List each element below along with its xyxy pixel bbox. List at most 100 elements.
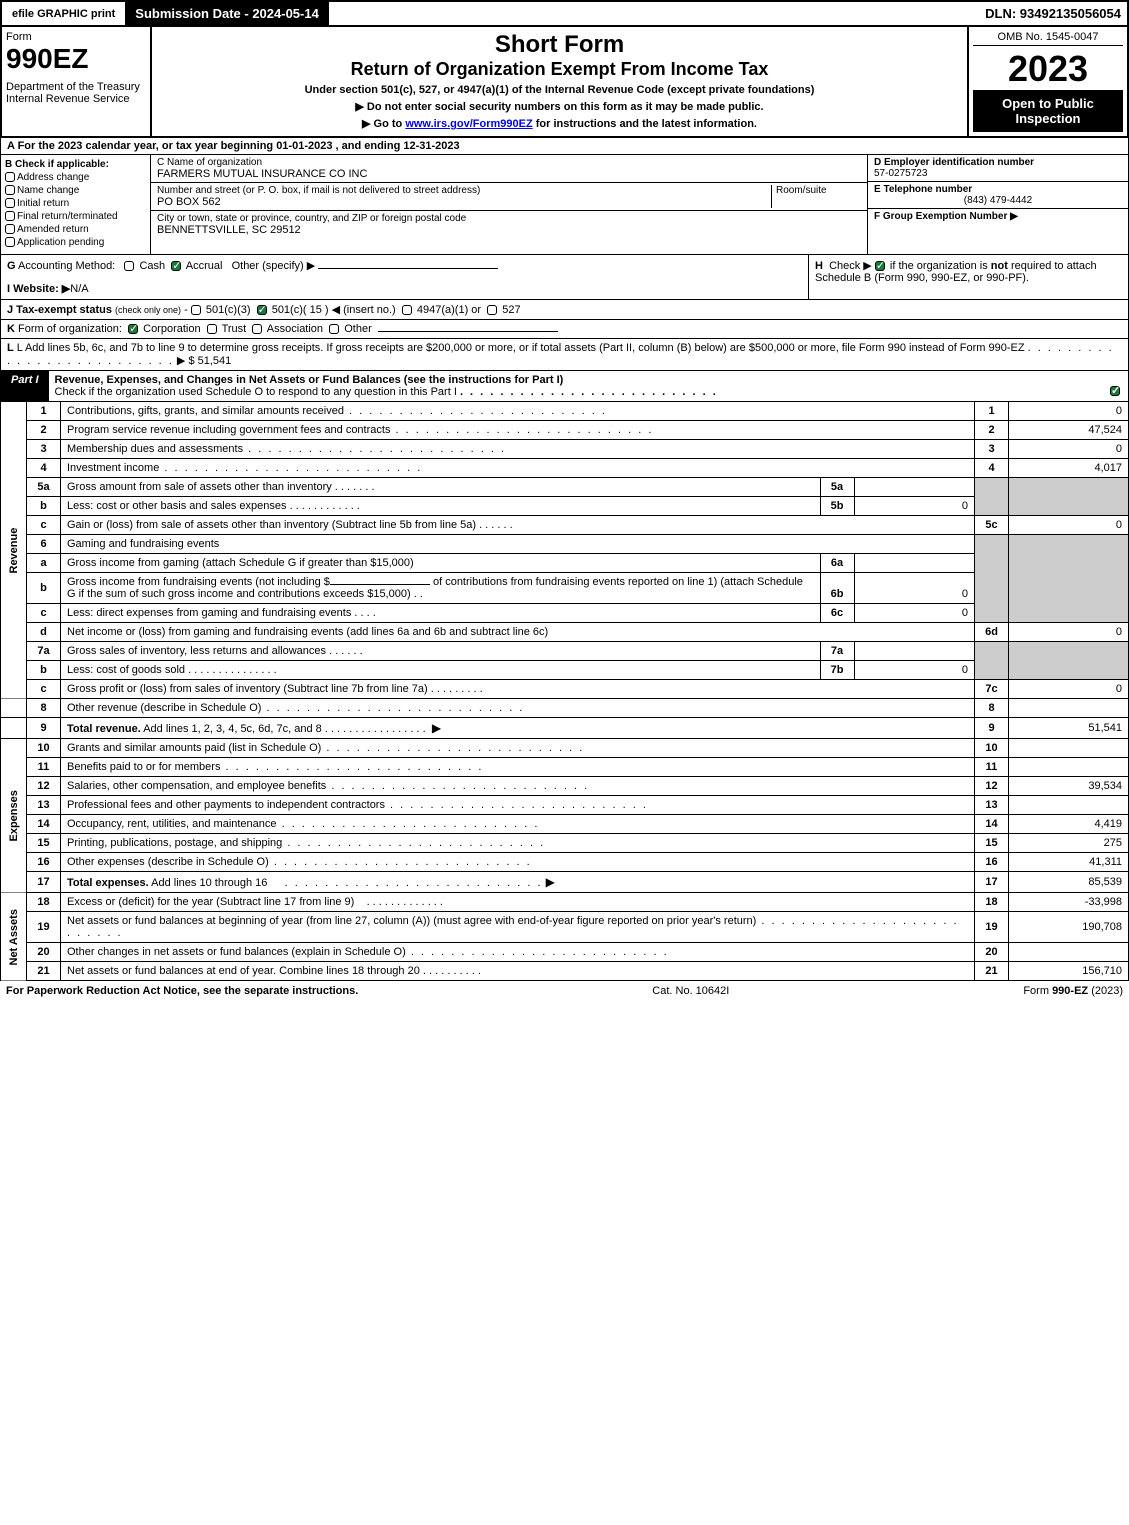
l6d-text: Net income or (loss) from gaming and fun… <box>61 623 975 642</box>
l13-amt <box>1009 796 1129 815</box>
l11-amt <box>1009 758 1129 777</box>
l2-amt: 47,524 <box>1009 421 1129 440</box>
l16-text: Other expenses (describe in Schedule O) <box>61 853 975 872</box>
l21-amt: 156,710 <box>1009 962 1129 981</box>
title-main: Return of Organization Exempt From Incom… <box>156 59 963 80</box>
submission-date: Submission Date - 2024-05-14 <box>125 2 329 25</box>
l4-amt: 4,017 <box>1009 459 1129 478</box>
l11-text: Benefits paid to or for members <box>61 758 975 777</box>
l13-text: Professional fees and other payments to … <box>61 796 975 815</box>
l6-text: Gaming and fundraising events <box>61 535 975 554</box>
dln: DLN: 93492135056054 <box>985 6 1127 21</box>
l10-text: Grants and similar amounts paid (list in… <box>61 739 975 758</box>
part1-tag: Part I <box>1 371 49 401</box>
l19-text: Net assets or fund balances at beginning… <box>61 912 975 943</box>
l6b-text: Gross income from fundraising events (no… <box>61 573 820 603</box>
l4-text: Investment income <box>61 459 975 478</box>
chk-pending[interactable]: Application pending <box>5 237 146 248</box>
l14-text: Occupancy, rent, utilities, and maintena… <box>61 815 975 834</box>
sidebar-netassets: Net Assets <box>1 893 27 981</box>
chk-initial[interactable]: Initial return <box>5 198 146 209</box>
tax-year: 2023 <box>973 48 1123 90</box>
chk-assoc[interactable] <box>252 324 262 334</box>
l1-text: Contributions, gifts, grants, and simila… <box>61 402 975 421</box>
l7a-text: Gross sales of inventory, less returns a… <box>61 642 820 660</box>
chk-other[interactable] <box>329 324 339 334</box>
chk-501c3[interactable] <box>191 305 201 315</box>
l6c-amt: 0 <box>854 604 974 622</box>
l7b-amt: 0 <box>854 661 974 679</box>
chk-final[interactable]: Final return/terminated <box>5 211 146 222</box>
chk-4947[interactable] <box>402 305 412 315</box>
note-ssn: ▶ Do not enter social security numbers o… <box>156 100 963 113</box>
b-label: B Check if applicable: <box>5 159 146 170</box>
ein: 57-0275723 <box>874 168 1122 179</box>
line-a: A For the 2023 calendar year, or tax yea… <box>0 138 1129 155</box>
footer-right: Form 990-EZ (2023) <box>1023 985 1123 997</box>
line-k: K Form of organization: Corporation Trus… <box>0 320 1129 339</box>
top-left: efile GRAPHIC print Submission Date - 20… <box>2 2 329 25</box>
l5b-text: Less: cost or other basis and sales expe… <box>61 497 820 515</box>
chk-sched-b[interactable] <box>875 261 885 271</box>
l5c-amt: 0 <box>1009 516 1129 535</box>
website: N/A <box>70 283 88 295</box>
irs-link[interactable]: www.irs.gov/Form990EZ <box>405 118 532 130</box>
section-bcdef: B Check if applicable: Address change Na… <box>0 155 1129 255</box>
col-c: C Name of organization FARMERS MUTUAL IN… <box>151 155 868 254</box>
header-left: Form 990EZ Department of the Treasury In… <box>2 27 152 136</box>
chk-name[interactable]: Name change <box>5 185 146 196</box>
l9-amt: 51,541 <box>1009 718 1129 739</box>
footer-left: For Paperwork Reduction Act Notice, see … <box>6 985 358 997</box>
omb-number: OMB No. 1545-0047 <box>973 31 1123 46</box>
chk-sched-o[interactable] <box>1110 386 1120 396</box>
l20-amt <box>1009 943 1129 962</box>
l1-amt: 0 <box>1009 402 1129 421</box>
phone: (843) 479-4442 <box>874 195 1122 206</box>
sidebar-revenue: Revenue <box>1 402 27 699</box>
l6b-amt: 0 <box>854 573 974 603</box>
title-short-form: Short Form <box>156 31 963 59</box>
l5c-text: Gain or (loss) from sale of assets other… <box>61 516 975 535</box>
chk-accrual[interactable] <box>171 261 181 271</box>
col-def: D Employer identification number 57-0275… <box>868 155 1128 254</box>
l19-amt: 190,708 <box>1009 912 1129 943</box>
c-name-label: C Name of organization <box>157 157 861 168</box>
l7c-amt: 0 <box>1009 680 1129 699</box>
chk-cash[interactable] <box>124 261 134 271</box>
chk-amended[interactable]: Amended return <box>5 224 146 235</box>
l8-text: Other revenue (describe in Schedule O) <box>61 699 975 718</box>
l17-amt: 85,539 <box>1009 872 1129 893</box>
form-label: Form <box>6 31 146 43</box>
l7b-text: Less: cost of goods sold . . . . . . . .… <box>61 661 820 679</box>
part1-header: Part I Revenue, Expenses, and Changes in… <box>0 371 1129 402</box>
sidebar-expenses: Expenses <box>1 739 27 893</box>
l9-text: Total revenue. Add lines 1, 2, 3, 4, 5c,… <box>61 718 975 739</box>
page-footer: For Paperwork Reduction Act Notice, see … <box>0 981 1129 1001</box>
chk-501c[interactable] <box>257 305 267 315</box>
l21-text: Net assets or fund balances at end of ye… <box>61 962 975 981</box>
c-addr-label: Number and street (or P. O. box, if mail… <box>157 185 771 196</box>
org-city: BENNETTSVILLE, SC 29512 <box>157 224 861 236</box>
section-gh: G Accounting Method: Cash Accrual Other … <box>0 255 1129 300</box>
line-j: J Tax-exempt status (check only one) - 5… <box>0 300 1129 320</box>
org-address: PO BOX 562 <box>157 196 771 208</box>
l10-amt <box>1009 739 1129 758</box>
l15-text: Printing, publications, postage, and shi… <box>61 834 975 853</box>
d-label: D Employer identification number <box>874 157 1122 168</box>
chk-corp[interactable] <box>128 324 138 334</box>
l18-text: Excess or (deficit) for the year (Subtra… <box>61 893 975 912</box>
l18-amt: -33,998 <box>1009 893 1129 912</box>
chk-trust[interactable] <box>207 324 217 334</box>
l6a-amt <box>854 554 974 572</box>
form-header: Form 990EZ Department of the Treasury In… <box>0 25 1129 138</box>
revenue-table: Revenue 1Contributions, gifts, grants, a… <box>0 402 1129 739</box>
line-g: G Accounting Method: Cash Accrual Other … <box>1 255 808 299</box>
open-inspection: Open to Public Inspection <box>973 90 1123 132</box>
l12-text: Salaries, other compensation, and employ… <box>61 777 975 796</box>
chk-527[interactable] <box>487 305 497 315</box>
f-label: F Group Exemption Number ▶ <box>874 211 1018 222</box>
top-bar: efile GRAPHIC print Submission Date - 20… <box>0 0 1129 25</box>
efile-print-button[interactable]: efile GRAPHIC print <box>6 6 121 22</box>
l7c-text: Gross profit or (loss) from sales of inv… <box>61 680 975 699</box>
chk-address[interactable]: Address change <box>5 172 146 183</box>
